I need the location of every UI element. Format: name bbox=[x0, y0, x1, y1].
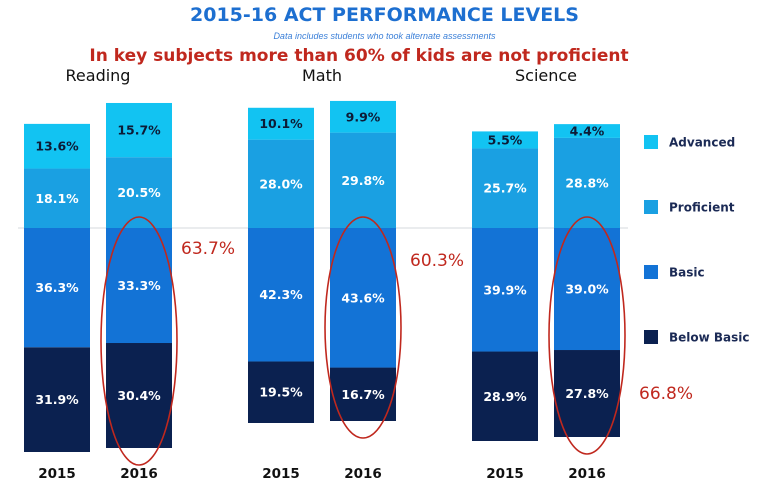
value-label-reading-2016-proficient: 20.5% bbox=[117, 185, 161, 200]
year-label-reading-2015: 2015 bbox=[38, 466, 76, 482]
bar-reading-2016-below-basic bbox=[106, 343, 172, 448]
value-label-science-2016-below-basic: 27.8% bbox=[565, 386, 609, 401]
bar-reading-2015-proficient bbox=[24, 168, 90, 228]
value-label-reading-2015-below-basic: 31.9% bbox=[35, 392, 79, 407]
bar-reading-2015-advanced bbox=[24, 123, 90, 169]
subject-label-reading: Reading bbox=[66, 66, 131, 85]
legend-label-proficient: Proficient bbox=[669, 201, 735, 215]
bar-science-2016-below-basic bbox=[554, 350, 620, 437]
bar-science-2016-advanced bbox=[554, 124, 620, 138]
legend-swatch-below-basic bbox=[644, 330, 658, 344]
value-label-science-2015-proficient: 25.7% bbox=[483, 181, 527, 196]
bar-science-2015-below-basic bbox=[472, 351, 538, 441]
legend-label-advanced: Advanced bbox=[669, 136, 735, 150]
bar-math-2016-below-basic bbox=[330, 367, 396, 421]
value-label-science-2016-proficient: 28.8% bbox=[565, 175, 609, 190]
not-proficient-total-reading: 63.7% bbox=[181, 239, 235, 259]
value-label-science-2015-advanced: 5.5% bbox=[488, 132, 523, 147]
bar-science-2015-basic bbox=[472, 228, 538, 352]
value-label-math-2016-below-basic: 16.7% bbox=[341, 387, 385, 402]
year-label-reading-2016: 2016 bbox=[120, 466, 158, 482]
value-label-math-2015-below-basic: 19.5% bbox=[259, 385, 303, 400]
headline-annotation: In key subjects more than 60% of kids ar… bbox=[89, 46, 629, 66]
bar-science-2016-proficient bbox=[554, 137, 620, 228]
legend-swatch-basic bbox=[644, 265, 658, 279]
year-label-math-2016: 2016 bbox=[344, 466, 382, 482]
legend-label-basic: Basic bbox=[669, 266, 705, 280]
bar-math-2016-advanced bbox=[330, 100, 396, 133]
legend-swatch-advanced bbox=[644, 135, 658, 149]
value-label-science-2016-basic: 39.0% bbox=[565, 282, 609, 297]
value-label-math-2015-proficient: 28.0% bbox=[259, 176, 303, 191]
value-label-math-2016-basic: 43.6% bbox=[341, 290, 385, 305]
not-proficient-total-science: 66.8% bbox=[639, 384, 693, 404]
bar-science-2016-basic bbox=[554, 228, 620, 351]
not-proficient-circle-science bbox=[548, 216, 626, 455]
bar-reading-2016-basic bbox=[106, 228, 172, 344]
bar-math-2016-basic bbox=[330, 228, 396, 368]
value-label-reading-2016-basic: 33.3% bbox=[117, 278, 161, 293]
bar-science-2015-proficient bbox=[472, 148, 538, 228]
legend-label-below-basic: Below Basic bbox=[669, 331, 750, 345]
not-proficient-circle-math bbox=[324, 216, 402, 439]
year-label-science-2015: 2015 bbox=[486, 466, 524, 482]
value-label-reading-2015-advanced: 13.6% bbox=[35, 139, 79, 154]
value-label-reading-2015-proficient: 18.1% bbox=[35, 191, 79, 206]
bar-math-2015-proficient bbox=[248, 139, 314, 228]
bar-math-2015-below-basic bbox=[248, 361, 314, 423]
value-label-science-2015-below-basic: 28.9% bbox=[483, 389, 527, 404]
bar-reading-2015-below-basic bbox=[24, 347, 90, 452]
value-label-reading-2016-below-basic: 30.4% bbox=[117, 388, 161, 403]
value-label-reading-2016-advanced: 15.7% bbox=[117, 123, 161, 138]
not-proficient-total-math: 60.3% bbox=[410, 251, 464, 271]
chart-subtitle: Data includes students who took alternat… bbox=[273, 31, 496, 41]
subject-label-math: Math bbox=[302, 66, 342, 85]
not-proficient-circle-reading bbox=[100, 216, 178, 466]
value-label-science-2015-basic: 39.9% bbox=[483, 282, 527, 297]
bar-math-2015-basic bbox=[248, 228, 314, 362]
bar-math-2015-advanced bbox=[248, 107, 314, 140]
bar-science-2015-advanced bbox=[472, 131, 538, 149]
value-label-math-2015-advanced: 10.1% bbox=[259, 116, 303, 131]
value-label-reading-2015-basic: 36.3% bbox=[35, 280, 79, 295]
year-label-math-2015: 2015 bbox=[262, 466, 300, 482]
bar-reading-2015-basic bbox=[24, 228, 90, 348]
value-label-science-2016-advanced: 4.4% bbox=[570, 124, 605, 139]
bar-math-2016-proficient bbox=[330, 132, 396, 228]
year-label-science-2016: 2016 bbox=[568, 466, 606, 482]
value-label-math-2016-proficient: 29.8% bbox=[341, 173, 385, 188]
legend-swatch-proficient bbox=[644, 200, 658, 214]
bar-reading-2016-advanced bbox=[106, 102, 172, 158]
value-label-math-2016-advanced: 9.9% bbox=[346, 109, 381, 124]
value-label-math-2015-basic: 42.3% bbox=[259, 287, 303, 302]
subject-label-science: Science bbox=[515, 66, 577, 85]
chart-title: 2015-16 ACT PERFORMANCE LEVELS bbox=[190, 4, 579, 26]
